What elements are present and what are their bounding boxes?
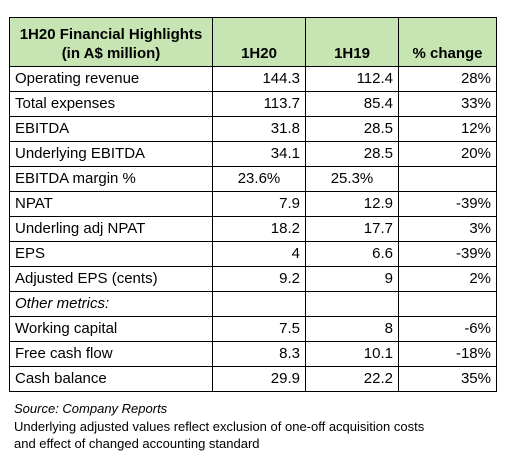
row-label: Operating revenue [9,66,213,92]
table-notes: Source: Company Reports Underlying adjus… [14,400,504,453]
row-label: Total expenses [9,91,213,117]
value-1h20: 18.2 [212,216,306,242]
value-1h20: 9.2 [212,266,306,292]
table-title-line1: 1H20 Financial Highlights [19,26,203,43]
table-row: Underling adj NPAT 18.2 17.7 3% [9,216,497,242]
value-pct-change: -39% [398,191,497,217]
value-1h19: 6.6 [305,241,399,267]
section-label: Other metrics: [9,291,213,317]
table-row: Operating revenue 144.3 112.4 28% [9,66,497,92]
value-1h19: 112.4 [305,66,399,92]
source-note: Source: Company Reports [14,401,168,416]
table-row: Underlying EBITDA 34.1 28.5 20% [9,141,497,167]
value-1h19 [305,291,399,317]
value-pct-change: 35% [398,366,497,392]
row-label: Cash balance [9,366,213,392]
table-row: NPAT 7.9 12.9 -39% [9,191,497,217]
footnote-line2: and effect of changed accounting standar… [14,436,260,451]
column-header-pct-change: % change [398,17,497,67]
value-1h19: 28.5 [305,116,399,142]
value-pct-change: 12% [398,116,497,142]
row-label: EBITDA [9,116,213,142]
value-1h19: 9 [305,266,399,292]
value-1h19: 10.1 [305,341,399,367]
value-pct-change: -39% [398,241,497,267]
row-label: EPS [9,241,213,267]
value-pct-change: 28% [398,66,497,92]
table-header-row: 1H20 Financial Highlights (in A$ million… [9,17,497,67]
value-1h20 [212,291,306,317]
financial-highlights-table: 1H20 Financial Highlights (in A$ million… [9,17,497,392]
value-1h20: 34.1 [212,141,306,167]
table-row: EPS 4 6.6 -39% [9,241,497,267]
value-pct-change: 2% [398,266,497,292]
row-label: Free cash flow [9,341,213,367]
value-1h20: 23.6% [212,166,306,192]
table-row: Free cash flow 8.3 10.1 -18% [9,341,497,367]
row-label: Adjusted EPS (cents) [9,266,213,292]
value-pct-change: -6% [398,316,497,342]
row-label: Underling adj NPAT [9,216,213,242]
value-pct-change: 33% [398,91,497,117]
column-header-1h20: 1H20 [212,17,306,67]
table-row: Working capital 7.5 8 -6% [9,316,497,342]
value-pct-change: 3% [398,216,497,242]
row-label: NPAT [9,191,213,217]
value-1h20: 31.8 [212,116,306,142]
table-section-row: Other metrics: [9,291,497,317]
value-pct-change: 20% [398,141,497,167]
table-row: EBITDA margin % 23.6% 25.3% [9,166,497,192]
value-pct-change [398,291,497,317]
value-1h19: 17.7 [305,216,399,242]
table-row: Total expenses 113.7 85.4 33% [9,91,497,117]
value-1h20: 7.5 [212,316,306,342]
value-1h19: 25.3% [305,166,399,192]
value-1h20: 113.7 [212,91,306,117]
table-title-line2: (in A$ million) [61,45,161,62]
value-1h19: 85.4 [305,91,399,117]
column-header-1h19: 1H19 [305,17,399,67]
value-1h20: 4 [212,241,306,267]
value-1h20: 7.9 [212,191,306,217]
table-title: 1H20 Financial Highlights (in A$ million… [9,17,213,67]
table-row: EBITDA 31.8 28.5 12% [9,116,497,142]
table-row: Adjusted EPS (cents) 9.2 9 2% [9,266,497,292]
value-1h19: 22.2 [305,366,399,392]
table-row: Cash balance 29.9 22.2 35% [9,366,497,392]
value-1h19: 12.9 [305,191,399,217]
value-1h20: 144.3 [212,66,306,92]
value-1h20: 29.9 [212,366,306,392]
value-1h19: 28.5 [305,141,399,167]
row-label: EBITDA margin % [9,166,213,192]
value-1h20: 8.3 [212,341,306,367]
row-label: Underlying EBITDA [9,141,213,167]
footnote-line1: Underlying adjusted values reflect exclu… [14,418,425,434]
value-pct-change: -18% [398,341,497,367]
value-pct-change [398,166,497,192]
value-1h19: 8 [305,316,399,342]
row-label: Working capital [9,316,213,342]
